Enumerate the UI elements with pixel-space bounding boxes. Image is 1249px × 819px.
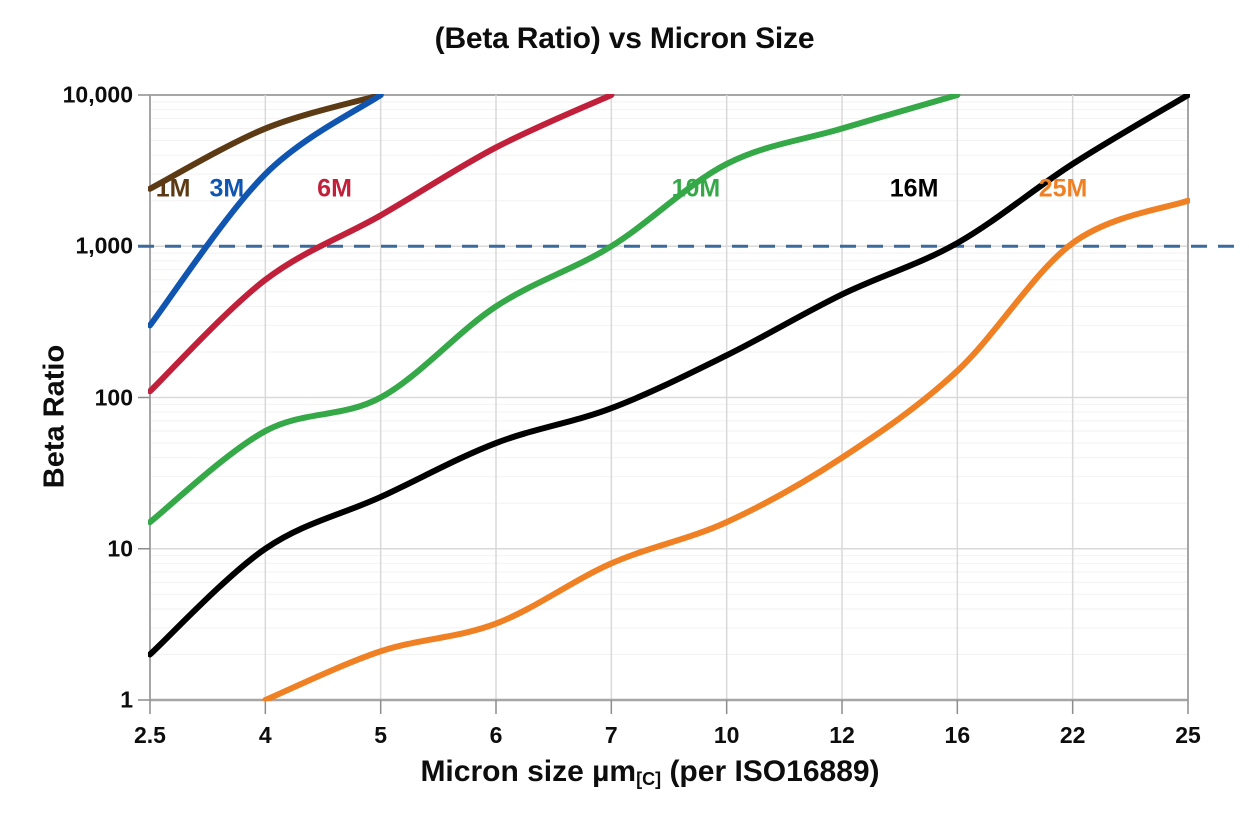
y-axis-tick-marks	[138, 94, 150, 701]
y-tick-label: 1,000	[75, 232, 133, 259]
series-label-6m: 6M	[317, 174, 352, 203]
series-line-25m	[262, 197, 1190, 701]
series-line-6m	[148, 94, 615, 395]
y-tick-label: 10	[107, 535, 133, 562]
y-tick-label: 100	[94, 384, 133, 410]
x-tick-label: 22	[1059, 722, 1086, 748]
y-tick-label: 1	[120, 686, 133, 713]
series-label-3m: 3M	[209, 174, 245, 203]
x-tick-label: 10	[713, 722, 740, 748]
x-tick-label: 7	[604, 722, 618, 748]
series-line-10m	[148, 94, 961, 526]
series-label-16m: 16M	[889, 174, 939, 203]
y-axis-title: Beta Ratio	[38, 344, 71, 489]
series-line-16m	[148, 94, 1190, 658]
grid-minor-lines	[150, 101, 1188, 655]
x-axis-title-tail: (per ISO16889)	[661, 755, 880, 788]
series-label-1m: 1M	[155, 174, 191, 203]
chart-title: (Beta Ratio) vs Micron Size	[434, 22, 815, 55]
y-tick-label: 10,000	[62, 81, 133, 108]
x-tick-label: 4	[258, 722, 272, 748]
x-axis-tick-marks	[149, 700, 1189, 714]
x-axis-title-main: Micron size µm	[420, 755, 637, 788]
series-lines-group	[148, 94, 1190, 701]
x-axis-title: Micron size µm[C] (per ISO16889)	[150, 755, 1150, 790]
x-tick-label: 5	[374, 722, 388, 748]
x-tick-label: 12	[829, 722, 855, 748]
x-axis-title-subscript: [C]	[636, 769, 662, 789]
y-axis-tick-labels: 1 10 100 1,000 10,000	[8, 0, 133, 819]
x-tick-label: 25	[1175, 722, 1201, 748]
series-label-10m: 10M	[671, 174, 721, 203]
x-tick-label: 16	[944, 722, 971, 748]
x-tick-label: 6	[489, 722, 503, 748]
series-line-1m	[148, 94, 384, 192]
series-label-25m: 25M	[1038, 174, 1088, 203]
series-line-3m	[148, 94, 384, 329]
x-tick-label: 2.5	[134, 722, 166, 748]
